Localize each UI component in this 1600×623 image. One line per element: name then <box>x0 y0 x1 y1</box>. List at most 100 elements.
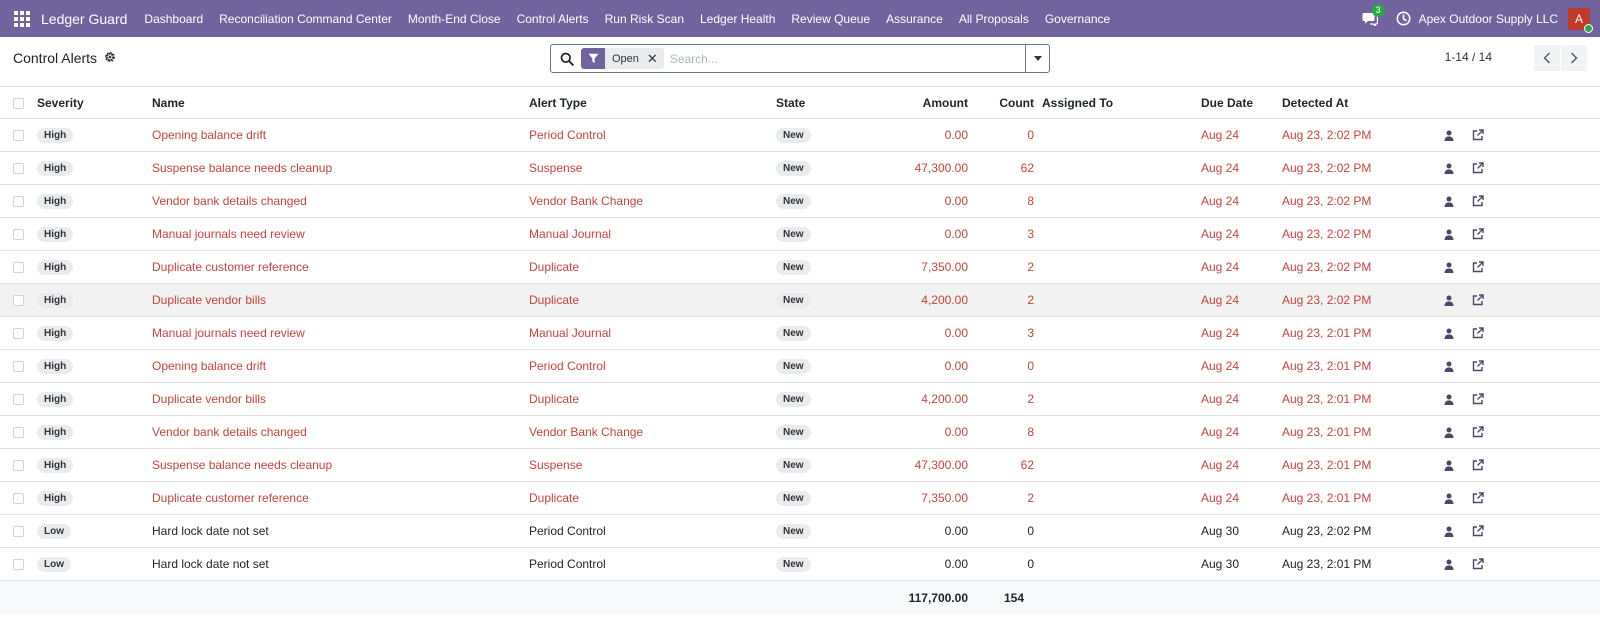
column-header-alert-type[interactable]: Alert Type <box>529 96 587 110</box>
pager-previous-button[interactable] <box>1534 45 1560 71</box>
search-icon[interactable] <box>560 52 574 66</box>
table-row[interactable]: High Duplicate vendor bills Duplicate New 4,… <box>0 284 1600 317</box>
row-checkbox[interactable] <box>13 294 24 306</box>
external-link-icon[interactable] <box>1472 185 1484 217</box>
alert-name[interactable]: Manual journals need review <box>152 227 305 241</box>
company-switcher[interactable]: Apex Outdoor Supply LLC <box>1418 11 1558 26</box>
external-link-icon[interactable] <box>1472 548 1484 580</box>
alert-name[interactable]: Suspense balance needs cleanup <box>152 458 333 472</box>
user-icon[interactable] <box>1444 185 1454 217</box>
alert-name[interactable]: Manual journals need review <box>152 326 305 340</box>
alert-name[interactable]: Hard lock date not set <box>152 524 269 538</box>
user-icon[interactable] <box>1444 317 1454 349</box>
alert-name[interactable]: Suspense balance needs cleanup <box>152 161 333 175</box>
external-link-icon[interactable] <box>1472 152 1484 184</box>
column-header-count[interactable]: Count <box>999 96 1034 110</box>
column-header-severity[interactable]: Severity <box>37 96 84 110</box>
user-icon[interactable] <box>1444 350 1454 382</box>
user-icon[interactable] <box>1444 251 1454 283</box>
user-icon[interactable] <box>1444 218 1454 250</box>
external-link-icon[interactable] <box>1472 218 1484 250</box>
menu-item-control-alerts[interactable]: Control Alerts <box>516 11 589 26</box>
menu-item-all-proposals[interactable]: All Proposals <box>958 11 1029 26</box>
menu-item-review-queue[interactable]: Review Queue <box>791 11 871 26</box>
external-link-icon[interactable] <box>1472 416 1484 448</box>
app-brand[interactable]: Ledger Guard <box>41 10 128 27</box>
alert-name[interactable]: Opening balance drift <box>152 359 267 373</box>
row-checkbox[interactable] <box>13 261 24 273</box>
external-link-icon[interactable] <box>1472 350 1484 382</box>
user-icon[interactable] <box>1444 515 1454 547</box>
table-row[interactable]: Low Hard lock date not set Period Control N… <box>0 548 1600 581</box>
row-checkbox[interactable] <box>13 525 24 537</box>
alert-name[interactable]: Duplicate customer reference <box>152 260 309 274</box>
user-icon[interactable] <box>1444 449 1454 481</box>
table-row[interactable]: High Suspense balance needs cleanup Suspen… <box>0 449 1600 482</box>
menu-item-ledger-health[interactable]: Ledger Health <box>700 11 776 26</box>
table-row[interactable]: High Manual journals need review Manual Jo… <box>0 317 1600 350</box>
row-checkbox[interactable] <box>13 459 24 471</box>
table-row[interactable]: High Manual journals need review Manual Jo… <box>0 218 1600 251</box>
search-input[interactable] <box>669 51 1025 66</box>
user-icon[interactable] <box>1444 284 1454 316</box>
avatar[interactable]: A <box>1568 7 1593 33</box>
column-header-assigned-to[interactable]: Assigned To <box>1042 96 1114 110</box>
alert-name[interactable]: Vendor bank details changed <box>152 425 307 439</box>
external-link-icon[interactable] <box>1472 515 1484 547</box>
chat-icon[interactable]: 3 <box>1362 3 1385 26</box>
alert-name[interactable]: Duplicate vendor bills <box>152 392 267 406</box>
apps-grid-icon[interactable] <box>14 10 30 27</box>
external-link-icon[interactable] <box>1472 119 1484 151</box>
table-row[interactable]: High Suspense balance needs cleanup Suspen… <box>0 152 1600 185</box>
user-icon[interactable] <box>1444 416 1454 448</box>
column-header-amount[interactable]: Amount <box>922 96 968 110</box>
alert-name[interactable]: Vendor bank details changed <box>152 194 307 208</box>
select-all-checkbox[interactable] <box>13 97 24 109</box>
row-checkbox[interactable] <box>13 393 24 405</box>
table-row[interactable]: High Duplicate customer reference Duplicat… <box>0 482 1600 515</box>
table-row[interactable]: High Vendor bank details changed Vendor Ba… <box>0 185 1600 218</box>
external-link-icon[interactable] <box>1472 317 1484 349</box>
menu-item-assurance[interactable]: Assurance <box>886 11 943 26</box>
row-checkbox[interactable] <box>13 327 24 339</box>
pager-next-button[interactable] <box>1561 45 1587 71</box>
user-icon[interactable] <box>1444 548 1454 580</box>
column-header-state[interactable]: State <box>776 96 806 110</box>
external-link-icon[interactable] <box>1472 383 1484 415</box>
row-checkbox[interactable] <box>13 129 24 141</box>
table-row[interactable]: High Opening balance drift Period Control N… <box>0 119 1600 152</box>
row-checkbox[interactable] <box>13 558 24 570</box>
menu-item-run-risk-scan[interactable]: Run Risk Scan <box>604 11 684 26</box>
user-icon[interactable] <box>1444 482 1454 514</box>
external-link-icon[interactable] <box>1472 284 1484 316</box>
user-icon[interactable] <box>1444 119 1454 151</box>
row-checkbox[interactable] <box>13 162 24 174</box>
column-header-due-date[interactable]: Due Date <box>1201 96 1254 110</box>
external-link-icon[interactable] <box>1472 251 1484 283</box>
external-link-icon[interactable] <box>1472 482 1484 514</box>
table-row[interactable]: High Duplicate vendor bills Duplicate New 4,… <box>0 383 1600 416</box>
row-checkbox[interactable] <box>13 492 24 504</box>
user-icon[interactable] <box>1444 152 1454 184</box>
clock-icon[interactable] <box>1396 11 1411 26</box>
alert-name[interactable]: Duplicate vendor bills <box>152 293 267 307</box>
external-link-icon[interactable] <box>1472 449 1484 481</box>
search-options-toggle[interactable] <box>1025 45 1049 72</box>
menu-item-dashboard[interactable]: Dashboard <box>144 11 204 26</box>
table-row[interactable]: Low Hard lock date not set Period Control N… <box>0 515 1600 548</box>
row-checkbox[interactable] <box>13 426 24 438</box>
column-header-detected-at[interactable]: Detected At <box>1282 96 1349 110</box>
menu-item-governance[interactable]: Governance <box>1044 11 1111 26</box>
table-row[interactable]: High Opening balance drift Period Control N… <box>0 350 1600 383</box>
alert-name[interactable]: Hard lock date not set <box>152 557 269 571</box>
table-row[interactable]: High Vendor bank details changed Vendor Ba… <box>0 416 1600 449</box>
alert-name[interactable]: Duplicate customer reference <box>152 491 309 505</box>
menu-item-month-end-close[interactable]: Month-End Close <box>407 11 501 26</box>
row-checkbox[interactable] <box>13 195 24 207</box>
close-icon[interactable]: ✕ <box>646 50 658 66</box>
gear-icon[interactable] <box>104 51 116 66</box>
column-header-name[interactable]: Name <box>152 96 185 110</box>
menu-item-reconciliation[interactable]: Reconciliation Command Center <box>219 11 392 26</box>
row-checkbox[interactable] <box>13 360 24 372</box>
alert-name[interactable]: Opening balance drift <box>152 128 267 142</box>
